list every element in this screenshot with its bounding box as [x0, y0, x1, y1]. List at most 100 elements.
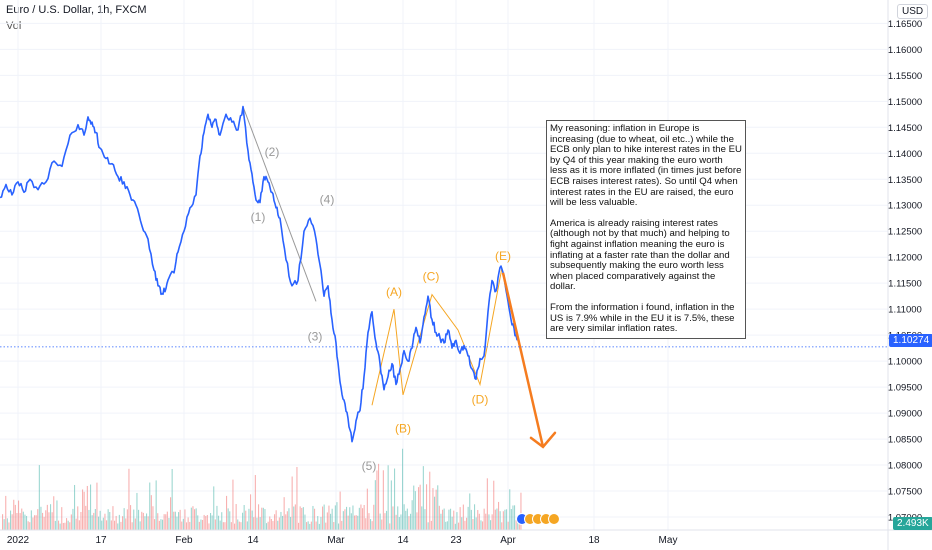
wave-label-gray: (4)	[320, 193, 335, 207]
analysis-note[interactable]: My reasoning: inflation in Europe is inc…	[546, 120, 746, 339]
volume-bar	[59, 523, 61, 530]
volume-bar	[16, 512, 18, 530]
volume-bar	[466, 517, 468, 530]
volume-bar	[296, 466, 298, 530]
volume-bar	[366, 488, 368, 530]
volume-bar	[294, 504, 296, 530]
volume-bar	[490, 520, 492, 530]
volume-bar	[149, 482, 151, 530]
volume-bar	[134, 518, 136, 530]
volume-bar	[451, 516, 453, 530]
wave-labels: (1) (2) (3) (4) (5) (A) (B) (C) (D) (E)	[251, 145, 511, 473]
volume-bar	[507, 521, 509, 530]
volume-bar	[107, 509, 109, 530]
volume-bar	[437, 485, 439, 530]
volume-bar	[189, 521, 191, 530]
volume-bar	[101, 520, 103, 530]
volume-bar	[462, 504, 464, 530]
volume-bar	[123, 508, 125, 530]
wave-label-gray: (3)	[308, 329, 323, 343]
volume-bar	[133, 509, 135, 530]
volume-bar	[184, 509, 186, 530]
volume-bar	[480, 520, 482, 530]
volume-bar	[245, 510, 247, 530]
volume-bar	[509, 489, 511, 530]
volume-bar	[5, 495, 7, 530]
volume-bar	[371, 521, 373, 530]
volume-bar	[14, 504, 16, 530]
volume-bar	[365, 518, 367, 530]
volume-bar	[19, 513, 21, 530]
volume-bar	[349, 507, 351, 530]
volume-bar	[157, 513, 159, 530]
volume-bar	[373, 504, 375, 530]
volume-bar	[520, 492, 522, 530]
volume-bar	[334, 505, 336, 530]
volume-bar	[11, 514, 13, 530]
volume-bar	[58, 520, 60, 530]
x-tick-label: 14	[247, 535, 259, 546]
x-tick-label: 2022	[7, 535, 30, 546]
volume-bar	[122, 516, 124, 530]
volume-bar	[499, 511, 501, 530]
volume-bar	[250, 494, 252, 530]
volume-bar	[43, 516, 45, 530]
volume-bar	[446, 521, 448, 530]
x-tick-label: Apr	[500, 535, 516, 546]
volume-bar	[154, 519, 156, 530]
volume-bar	[240, 522, 242, 530]
volume-bar	[467, 506, 469, 530]
volume-bar	[90, 484, 92, 530]
volume-bar	[187, 517, 189, 530]
volume-bar	[453, 510, 455, 530]
volume-bar	[354, 515, 356, 530]
volume-bar	[205, 516, 207, 530]
volume-bar	[222, 522, 224, 530]
volume-bar	[40, 506, 42, 530]
volume-bar	[152, 506, 154, 530]
volume-bar	[330, 513, 332, 530]
volume-bar	[326, 512, 328, 530]
volume-bar	[242, 512, 244, 530]
y-tick-label: 1.15000	[888, 97, 922, 108]
volume-bar	[46, 504, 48, 530]
volume-bar	[130, 505, 132, 530]
volume-bar	[118, 514, 120, 530]
volume-bar	[144, 516, 146, 530]
x-tick-label: 23	[450, 535, 462, 546]
volume-bar	[6, 518, 8, 530]
volume-bar	[194, 509, 196, 530]
volume-bar	[378, 463, 380, 530]
volume-bar	[299, 506, 301, 530]
volume-bar	[218, 515, 220, 530]
volume-bar	[112, 506, 114, 530]
volume-bar	[432, 488, 434, 530]
volume-bar	[93, 512, 95, 530]
volume-bar	[192, 506, 194, 530]
volume-bar	[141, 511, 143, 530]
currency-selector[interactable]: USD	[897, 4, 929, 19]
volume-bar	[406, 508, 408, 530]
volume-bar	[72, 508, 74, 530]
volume-bar	[405, 510, 407, 530]
volume-bar	[422, 466, 424, 530]
volume-bar	[475, 517, 477, 530]
volume-bar	[216, 505, 218, 530]
volume-bar	[163, 514, 165, 530]
volume-bar	[34, 515, 36, 530]
volume-bar	[78, 520, 80, 530]
volume-bar	[277, 520, 279, 530]
volume-bar	[61, 507, 63, 530]
volume-bar	[62, 522, 64, 530]
volume-bar	[347, 515, 349, 530]
volume-bar	[85, 505, 87, 530]
y-tick-label: 1.11500	[888, 279, 922, 290]
volume-bar	[136, 492, 138, 530]
volume-bar	[102, 517, 104, 530]
volume-bar	[224, 522, 226, 530]
volume-bar	[442, 509, 444, 530]
volume-bar	[214, 519, 216, 530]
x-tick-label: Mar	[327, 535, 345, 546]
volume-bar	[418, 487, 420, 530]
